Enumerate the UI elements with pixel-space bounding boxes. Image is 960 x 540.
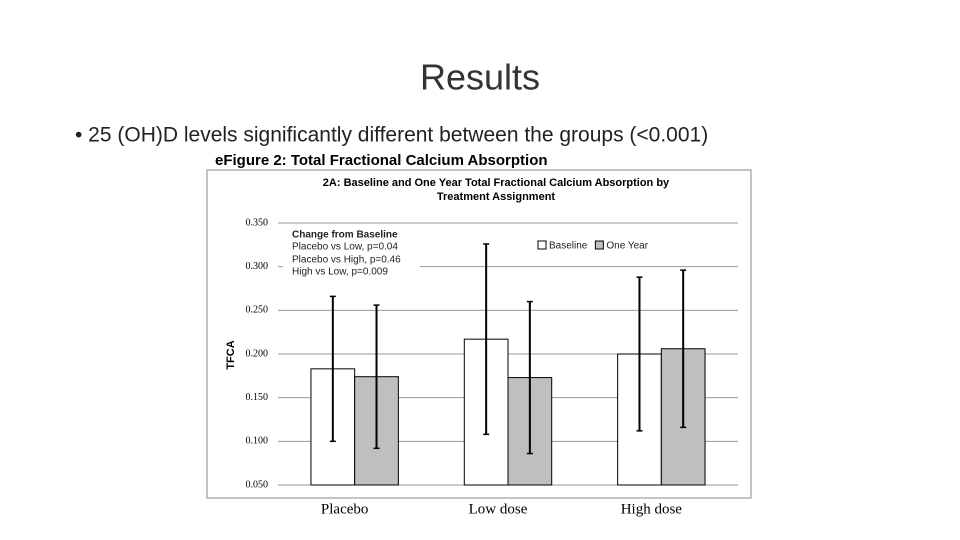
- y-tick-label: 0.050: [246, 479, 269, 490]
- annotation: Placebo vs Low, p=0.04: [292, 242, 398, 253]
- y-tick-label: 0.300: [246, 261, 269, 272]
- annotation: Change from Baseline: [292, 230, 398, 241]
- legend-label: Baseline: [549, 241, 588, 252]
- legend-label: One Year: [606, 241, 648, 252]
- plot-area: 0.050 0.100 0.150 0.200 0.250 0.300 0.350: [246, 217, 738, 490]
- annotation-box: [283, 227, 420, 290]
- chart-title: 2A: Baseline and One Year Total Fraction…: [323, 177, 670, 189]
- y-tick-label: 0.200: [246, 348, 269, 359]
- y-tick-label: 0.100: [246, 436, 269, 447]
- x-tick-label: Low dose: [469, 501, 528, 517]
- y-tick-label: 0.350: [246, 217, 269, 228]
- y-axis-label: TFCA: [225, 340, 237, 369]
- slide-title: Results: [420, 57, 540, 98]
- legend-swatch: [537, 240, 547, 250]
- annotation: Placebo vs High, p=0.46: [292, 255, 401, 266]
- y-tick-label: 0.150: [246, 392, 269, 403]
- chart-title: Treatment Assignment: [437, 191, 556, 203]
- figure-label: eFigure 2: Total Fractional Calcium Abso…: [215, 152, 548, 169]
- bullet: • 25 (OH)D levels significantly differen…: [75, 124, 708, 147]
- legend-swatch: [594, 240, 604, 250]
- annotation: High vs Low, p=0.009: [292, 267, 388, 278]
- y-tick-label: 0.250: [246, 305, 269, 316]
- x-tick-label: Placebo: [321, 501, 368, 517]
- x-tick-label: High dose: [621, 501, 683, 517]
